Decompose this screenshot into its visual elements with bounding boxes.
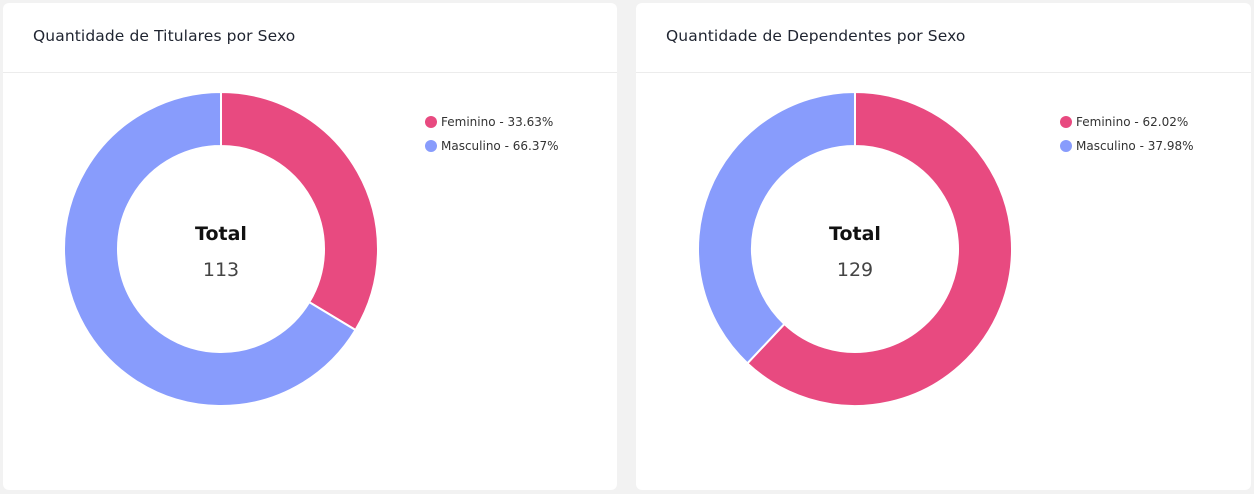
legend-marker-masculino bbox=[425, 140, 437, 152]
donut-slices bbox=[697, 90, 1013, 407]
legend-marker-masculino bbox=[1060, 140, 1072, 152]
card-header: Quantidade de Dependentes por Sexo bbox=[636, 3, 1251, 73]
center-total-label: Total bbox=[195, 223, 247, 245]
center-total-value: 129 bbox=[837, 259, 873, 281]
card-title: Quantidade de Titulares por Sexo bbox=[33, 27, 296, 45]
legend-label-masculino: Masculino - 66.37% bbox=[441, 139, 559, 153]
dependentes-card: Quantidade de Dependentes por Sexo Total… bbox=[636, 3, 1251, 490]
card-title: Quantidade de Dependentes por Sexo bbox=[666, 27, 966, 45]
center-total-value: 113 bbox=[203, 259, 239, 281]
legend-marker-feminino bbox=[1060, 116, 1072, 128]
donut-slices bbox=[63, 90, 379, 407]
legend-label-feminino: Feminino - 62.02% bbox=[1076, 115, 1189, 129]
slice-feminino[interactable] bbox=[745, 90, 1013, 407]
slice-feminino[interactable] bbox=[220, 90, 379, 332]
titulares-card: Quantidade de Titulares por Sexo Total 1… bbox=[3, 3, 617, 490]
legend-label-feminino: Feminino - 33.63% bbox=[441, 115, 554, 129]
legend-label-masculino: Masculino - 37.98% bbox=[1076, 139, 1194, 153]
slice-masculino[interactable] bbox=[697, 90, 856, 365]
legend-marker-feminino bbox=[425, 116, 437, 128]
legend-item-feminino[interactable]: Feminino - 62.02% bbox=[1060, 110, 1194, 134]
slice-masculino[interactable] bbox=[63, 90, 357, 407]
legend-item-masculino[interactable]: Masculino - 66.37% bbox=[425, 134, 559, 158]
titulares-donut-chart: Total 113 bbox=[63, 90, 379, 407]
chart-legend: Feminino - 62.02% Masculino - 37.98% bbox=[1060, 110, 1194, 158]
card-header: Quantidade de Titulares por Sexo bbox=[3, 3, 617, 73]
legend-item-masculino[interactable]: Masculino - 37.98% bbox=[1060, 134, 1194, 158]
legend-item-feminino[interactable]: Feminino - 33.63% bbox=[425, 110, 559, 134]
center-total-label: Total bbox=[829, 223, 881, 245]
chart-legend: Feminino - 33.63% Masculino - 66.37% bbox=[425, 110, 559, 158]
dependentes-donut-chart: Total 129 bbox=[697, 90, 1013, 407]
